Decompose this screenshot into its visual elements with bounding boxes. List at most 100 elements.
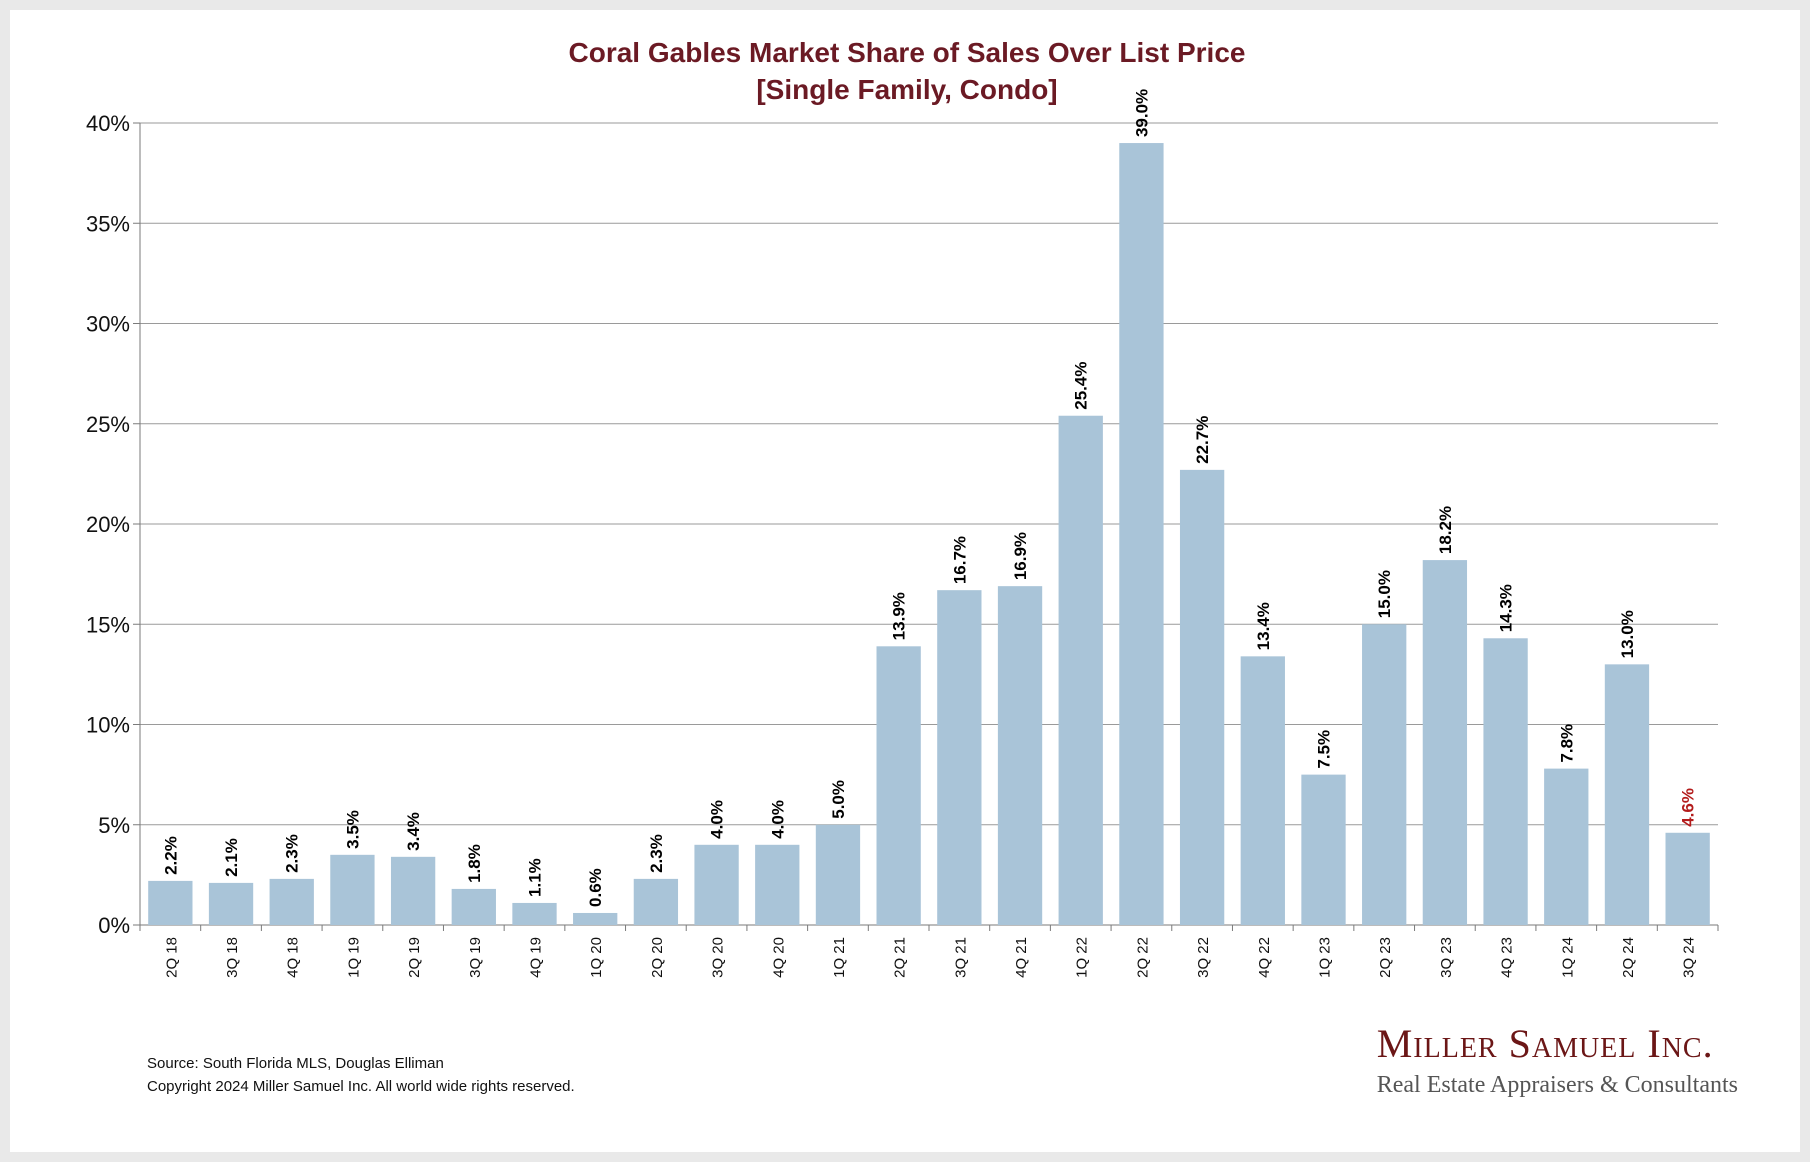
bar [876,646,921,925]
x-tick-label: 2Q 20 [649,937,666,978]
bar [390,856,436,925]
gridlines [140,122,1718,926]
data-label: 4.6% [1679,788,1698,827]
y-tick-label: 0% [98,913,130,938]
bar [1604,664,1650,925]
bar [1483,638,1528,925]
chart-panel: Coral Gables Market Share of Sales Over … [10,10,1800,1152]
bar [815,824,861,925]
data-label: 3.4% [404,812,423,851]
data-label: 3.5% [343,810,362,849]
data-label: 2.1% [222,838,241,877]
source-note: Source: South Florida MLS, Douglas Ellim… [147,1052,575,1098]
data-label: 16.9% [1011,532,1030,580]
bar [633,878,679,925]
data-label: 16.7% [950,536,969,584]
data-label: 2.2% [161,836,180,875]
x-tick-label: 3Q 19 [467,937,484,978]
bar [997,586,1043,925]
y-tick-label: 20% [86,512,130,537]
x-tick-label: 4Q 19 [528,937,545,978]
y-tick-label: 10% [86,713,130,738]
y-tick-label: 40% [86,111,130,136]
x-tick-label: 3Q 22 [1195,937,1212,978]
data-label: 13.0% [1618,610,1637,658]
bar [1179,469,1225,925]
y-axis: 0% 5% 10% 15% 20% 25% 30% 35% 40% [86,111,141,938]
data-label: 13.4% [1254,602,1273,650]
bar [208,882,254,925]
bar [573,912,618,925]
bar [512,902,557,925]
x-tick-label: 4Q 23 [1499,937,1516,978]
data-label: 22.7% [1193,416,1212,464]
bar [1362,624,1407,925]
x-tick-label: 4Q 21 [1013,937,1030,978]
source-text: Source: South Florida MLS, Douglas Ellim… [147,1055,444,1072]
y-tick-label: 15% [86,612,130,637]
x-tick-label: 1Q 22 [1074,937,1091,978]
bar [1422,560,1468,925]
data-label: 13.9% [890,592,909,640]
data-label: 25.4% [1072,362,1091,410]
x-tick-label: 2Q 18 [163,937,180,978]
x-tick-label: 2Q 24 [1620,937,1637,978]
y-tick-label: 35% [86,211,130,236]
data-label: 5.0% [829,780,848,819]
x-tick-label: 4Q 18 [285,937,302,978]
data-label: 14.3% [1497,584,1516,632]
bar [1058,415,1103,925]
bar [755,844,800,925]
x-tick-label: 2Q 22 [1134,937,1151,978]
bar [1301,774,1346,925]
copyright-text: Copyright 2024 Miller Samuel Inc. All wo… [147,1078,575,1095]
bar [330,854,375,925]
x-tick-label: 2Q 19 [406,937,423,978]
data-label: 4.0% [708,800,727,839]
bar [937,590,982,925]
bar [1544,768,1589,925]
bar [451,888,496,925]
x-tick-label: 4Q 20 [770,937,787,978]
data-labels: 2.2% 2.1% 2.3% 3.5% 3.4% 1.8% 1.1% 0.6% 2.3% 4.0%… [161,89,1697,907]
data-label: 1.1% [526,858,545,897]
bars [148,143,1710,926]
y-tick-label: 25% [86,412,130,437]
company-logo: Miller Samuel Inc. Real Estate Appraiser… [1377,1022,1738,1100]
y-tick-label: 30% [86,312,130,337]
bar [148,880,193,925]
x-tick-label: 3Q 20 [710,937,727,978]
x-tick-label: 2Q 21 [892,937,909,978]
data-label: 7.5% [1315,730,1334,769]
bar-chart: Coral Gables Market Share of Sales Over … [86,37,1719,978]
x-tick-label: 3Q 18 [224,937,241,978]
x-tick-label: 1Q 20 [588,937,605,978]
bar [269,878,314,925]
data-label: 7.8% [1557,724,1576,763]
x-tick-label: 4Q 22 [1256,937,1273,978]
bar [1665,832,1710,925]
logo-name: Miller Samuel Inc. [1376,1021,1714,1066]
x-tick-label: 1Q 19 [345,937,362,978]
bar [1119,143,1164,926]
data-label: 0.6% [586,868,605,907]
data-label: 39.0% [1132,89,1151,137]
chart-title: Coral Gables Market Share of Sales Over … [569,37,1246,68]
x-tick-label: 1Q 24 [1559,937,1576,978]
bar [694,844,739,925]
data-label: 18.2% [1436,506,1455,554]
x-tick-label: 1Q 21 [831,937,848,978]
data-label: 2.3% [647,834,666,873]
data-label: 15.0% [1375,570,1394,618]
x-axis: 2Q 18 3Q 18 4Q 18 1Q 19 2Q 19 3Q 19 4Q 19 1Q 20… [139,925,1719,978]
y-tick-label: 5% [98,813,130,838]
x-tick-label: 3Q 21 [952,937,969,978]
logo-tagline: Real Estate Appraisers & Consultants [1376,1072,1738,1098]
data-label: 4.0% [768,800,787,839]
x-tick-label: 3Q 23 [1438,937,1455,978]
chart-subtitle: [Single Family, Condo] [756,74,1057,105]
data-label: 1.8% [465,844,484,883]
x-tick-label: 3Q 24 [1681,937,1698,978]
x-tick-label: 1Q 23 [1317,937,1334,978]
x-tick-label: 2Q 23 [1377,937,1394,978]
